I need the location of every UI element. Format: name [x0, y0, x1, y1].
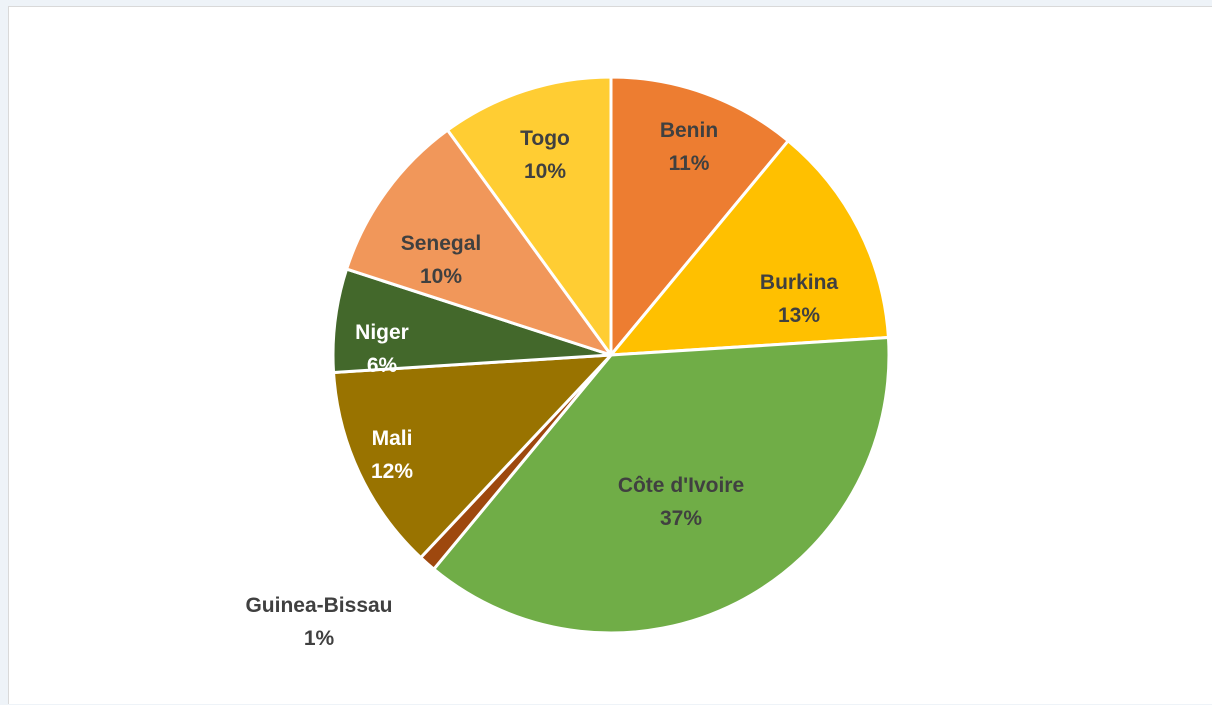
data-label-percent: 12%	[371, 460, 413, 483]
data-label-niger: Niger 6%	[355, 321, 409, 377]
pie-slices	[331, 75, 891, 635]
data-label-guinea-bissau: Guinea-Bissau 1%	[245, 594, 392, 650]
data-label-category: Côte d'Ivoire	[618, 474, 744, 497]
data-label-percent: 1%	[304, 627, 335, 650]
data-label-category: Benin	[660, 119, 718, 142]
data-label-category: Niger	[355, 321, 409, 344]
data-label-mali: Mali 12%	[371, 427, 413, 483]
data-label-percent: 11%	[669, 152, 710, 175]
pie-slice-benin	[609, 75, 790, 357]
data-label-percent: 10%	[420, 265, 462, 288]
chart-frame: Benin 11% Burkina 13% Côte d'Ivoire 37% Guinea…	[8, 6, 1212, 704]
data-label-cote-d-ivoire: Côte d'Ivoire 37%	[618, 474, 744, 530]
data-label-category: Senegal	[401, 232, 482, 255]
pie-slice-togo	[446, 75, 613, 357]
data-label-benin: Benin 11%	[660, 119, 718, 175]
pie-slice-burkina	[609, 139, 890, 357]
pie-slice-cote-d-ivoire	[432, 336, 891, 635]
data-label-percent: 37%	[660, 507, 702, 530]
data-label-senegal: Senegal 10%	[401, 232, 482, 288]
data-label-category: Mali	[372, 427, 413, 450]
pie-slice-mali	[332, 353, 613, 560]
pie-slice-senegal	[345, 128, 613, 357]
pie-data-labels: Benin 11% Burkina 13% Côte d'Ivoire 37% Guinea…	[245, 119, 838, 650]
data-label-togo: Togo 10%	[520, 127, 570, 183]
data-label-percent: 13%	[778, 304, 820, 327]
pie-chart: Benin 11% Burkina 13% Côte d'Ivoire 37% Guinea…	[245, 75, 891, 650]
data-label-category: Guinea-Bissau	[245, 594, 392, 617]
data-label-percent: 10%	[524, 160, 566, 183]
data-label-category: Burkina	[760, 271, 839, 294]
data-label-burkina: Burkina 13%	[760, 271, 839, 327]
data-label-percent: 6%	[367, 354, 398, 377]
data-label-category: Togo	[520, 127, 570, 150]
